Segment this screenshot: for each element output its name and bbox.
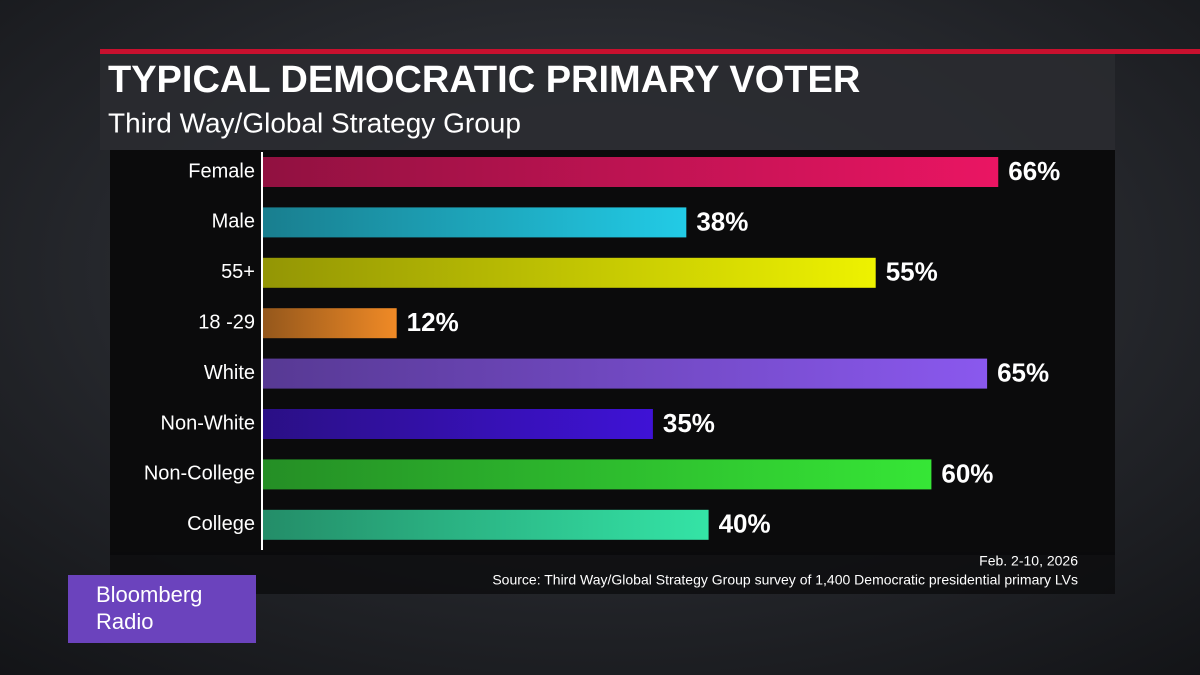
logo-text: Bloomberg (96, 582, 202, 607)
value-label: 66% (1008, 156, 1060, 186)
category-label: 18 -29 (198, 311, 255, 333)
bar (263, 509, 709, 540)
category-label: Non-College (144, 463, 255, 485)
value-label: 60% (941, 458, 993, 488)
bar (263, 459, 932, 490)
category-label: Non-White (161, 412, 255, 434)
date-note: Feb. 2-10, 2026 (979, 553, 1078, 569)
bar (263, 207, 687, 238)
footer-panel (110, 552, 1115, 594)
source-note: Source: Third Way/Global Strategy Group … (492, 572, 1078, 588)
bar (263, 157, 999, 187)
category-label: 55+ (221, 261, 255, 283)
value-label: 38% (696, 206, 748, 236)
bar (263, 358, 988, 389)
chart-title: TYPICAL DEMOCRATIC PRIMARY VOTER (108, 59, 860, 101)
category-label: College (187, 513, 255, 535)
value-label: 12% (407, 307, 459, 337)
logo-text: Radio (96, 609, 153, 634)
red-rule (100, 49, 1200, 54)
value-label: 35% (663, 408, 715, 438)
logo-box (68, 575, 256, 643)
value-label: 65% (997, 357, 1049, 387)
value-label: 55% (886, 257, 938, 287)
category-label: White (204, 362, 255, 384)
value-label: 40% (719, 509, 771, 539)
chart-subtitle: Third Way/Global Strategy Group (108, 107, 521, 138)
bar (263, 409, 653, 439)
bar (263, 257, 876, 288)
category-label: Female (188, 160, 255, 182)
header-panel (100, 50, 1115, 150)
bar (263, 308, 397, 339)
category-label: Male (212, 211, 255, 233)
